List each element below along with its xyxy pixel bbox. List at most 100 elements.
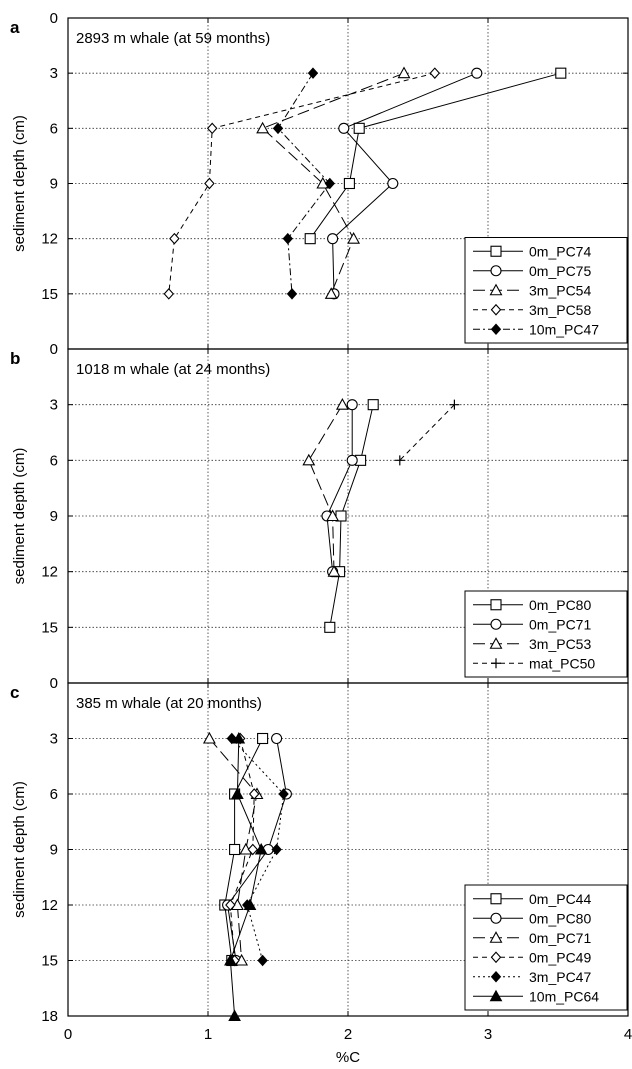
panel-letter: b [10, 349, 20, 368]
data-point [202, 731, 216, 744]
series-line [309, 72, 561, 239]
data-point [324, 287, 338, 299]
data-point [231, 787, 244, 799]
panel-c: 0 3 6 9 12 15 18 c 385 m whale (at 20 months) 0m_… [10, 675, 629, 1025]
y-tick-label: 18 [41, 1008, 58, 1025]
data-point [204, 177, 215, 190]
y-axis-label: sediment depth (cm) [11, 115, 28, 252]
series-3m_PC53 [302, 398, 349, 577]
y-tick-label: 12 [41, 897, 58, 914]
data-point [278, 788, 289, 800]
y-tick-label: 3 [50, 397, 58, 414]
series-10m_PC64 [224, 731, 268, 1021]
data-point [307, 67, 319, 79]
data-point [272, 122, 284, 135]
legend-label: 0m_PC71 [529, 616, 591, 632]
y-tick-label: 15 [41, 619, 58, 636]
data-point [228, 1009, 241, 1021]
legend-marker [490, 618, 502, 630]
legend-label: 3m_PC53 [529, 636, 591, 652]
legend-label: 0m_PC75 [529, 263, 591, 279]
legend-label: 10m_PC47 [529, 321, 599, 337]
data-point [256, 121, 270, 134]
series-3m_PC58 [163, 67, 441, 300]
data-point [555, 67, 567, 79]
data-point [471, 67, 483, 79]
data-point [387, 177, 399, 190]
data-point [304, 233, 316, 245]
legend-label: 3m_PC47 [529, 969, 591, 985]
y-tick-label: 9 [50, 508, 58, 525]
series-line [326, 404, 353, 572]
data-point [169, 232, 180, 245]
x-tick-labels: 0 1 2 3 4 [64, 1026, 632, 1043]
y-tick-label: 9 [50, 842, 58, 859]
legend-marker [489, 931, 503, 943]
legend-label: 3m_PC54 [529, 282, 591, 298]
y-axis-label: sediment depth (cm) [11, 448, 28, 585]
data-point [224, 953, 237, 966]
y-tick-label: 6 [50, 120, 58, 137]
data-point [335, 398, 349, 410]
data-point [248, 788, 260, 800]
series-3m_PC54 [256, 66, 411, 299]
legend-marker [490, 303, 502, 316]
panel-title: 385 m whale (at 20 months) [76, 695, 262, 712]
legend-marker [490, 951, 502, 964]
series-0m_PC74 [304, 67, 567, 245]
data-point [271, 843, 282, 856]
y-tick-label: 9 [50, 176, 58, 193]
data-point [326, 509, 340, 522]
data-point [302, 453, 316, 466]
data-point [254, 842, 268, 855]
panel-a: 0 3 6 9 12 15 a 2893 m whale (at 59 months) 0m_P… [10, 10, 629, 350]
x-tick-label: 1 [204, 1026, 212, 1043]
data-point [163, 288, 175, 300]
y-tick-label: 0 [50, 341, 58, 358]
series-line [261, 72, 405, 294]
data-point [343, 177, 355, 190]
data-point [324, 177, 335, 190]
data-point [394, 455, 405, 466]
legend-marker [489, 989, 503, 1002]
data-point [367, 399, 379, 411]
legend: 0m_PC80 0m_PC71 3m_PC53 mat_PC50 [464, 590, 628, 678]
data-point [449, 399, 460, 410]
legend-marker [490, 971, 502, 983]
y-tick-label: 3 [50, 731, 58, 748]
x-tick-label: 2 [344, 1026, 352, 1043]
x-tick-label: 4 [624, 1026, 632, 1043]
x-tick-label: 0 [64, 1026, 72, 1043]
data-point [338, 122, 350, 134]
data-point [247, 843, 259, 856]
panel-title: 2893 m whale (at 59 months) [76, 30, 270, 47]
x-tick-label: 3 [484, 1026, 492, 1043]
data-point [353, 122, 365, 134]
panel-letter: a [10, 18, 20, 37]
y-tick-label: 15 [41, 286, 58, 303]
legend-box [464, 884, 628, 1011]
plot-frame [67, 682, 629, 1017]
legend-marker [490, 912, 502, 924]
legend-marker [491, 658, 501, 669]
series-mat_PC50 [394, 399, 460, 466]
legend-marker [490, 599, 502, 611]
series-line [308, 404, 343, 572]
y-axis-label: sediment depth (cm) [11, 781, 28, 918]
x-axis-label: %C [336, 1049, 360, 1066]
series-0m_PC71 [321, 399, 358, 578]
legend: 0m_PC44 0m_PC80 0m_PC71 0m_PC49 3m_PC47 10m_P… [464, 884, 628, 1011]
legend-label: 0m_PC80 [529, 597, 591, 613]
legend: 0m_PC74 0m_PC75 3m_PC54 3m_PC58 10m_PC47 [464, 237, 628, 344]
data-point [257, 954, 268, 967]
legend-marker [490, 265, 502, 277]
data-point [257, 732, 269, 745]
legend-label: 3m_PC58 [529, 302, 591, 318]
series-10m_PC47 [272, 67, 335, 300]
legend-marker [490, 323, 502, 335]
data-point [327, 233, 339, 245]
legend-marker [490, 245, 502, 257]
data-point [225, 899, 236, 911]
series-line [229, 738, 262, 1017]
y-tick-label: 12 [41, 231, 58, 248]
